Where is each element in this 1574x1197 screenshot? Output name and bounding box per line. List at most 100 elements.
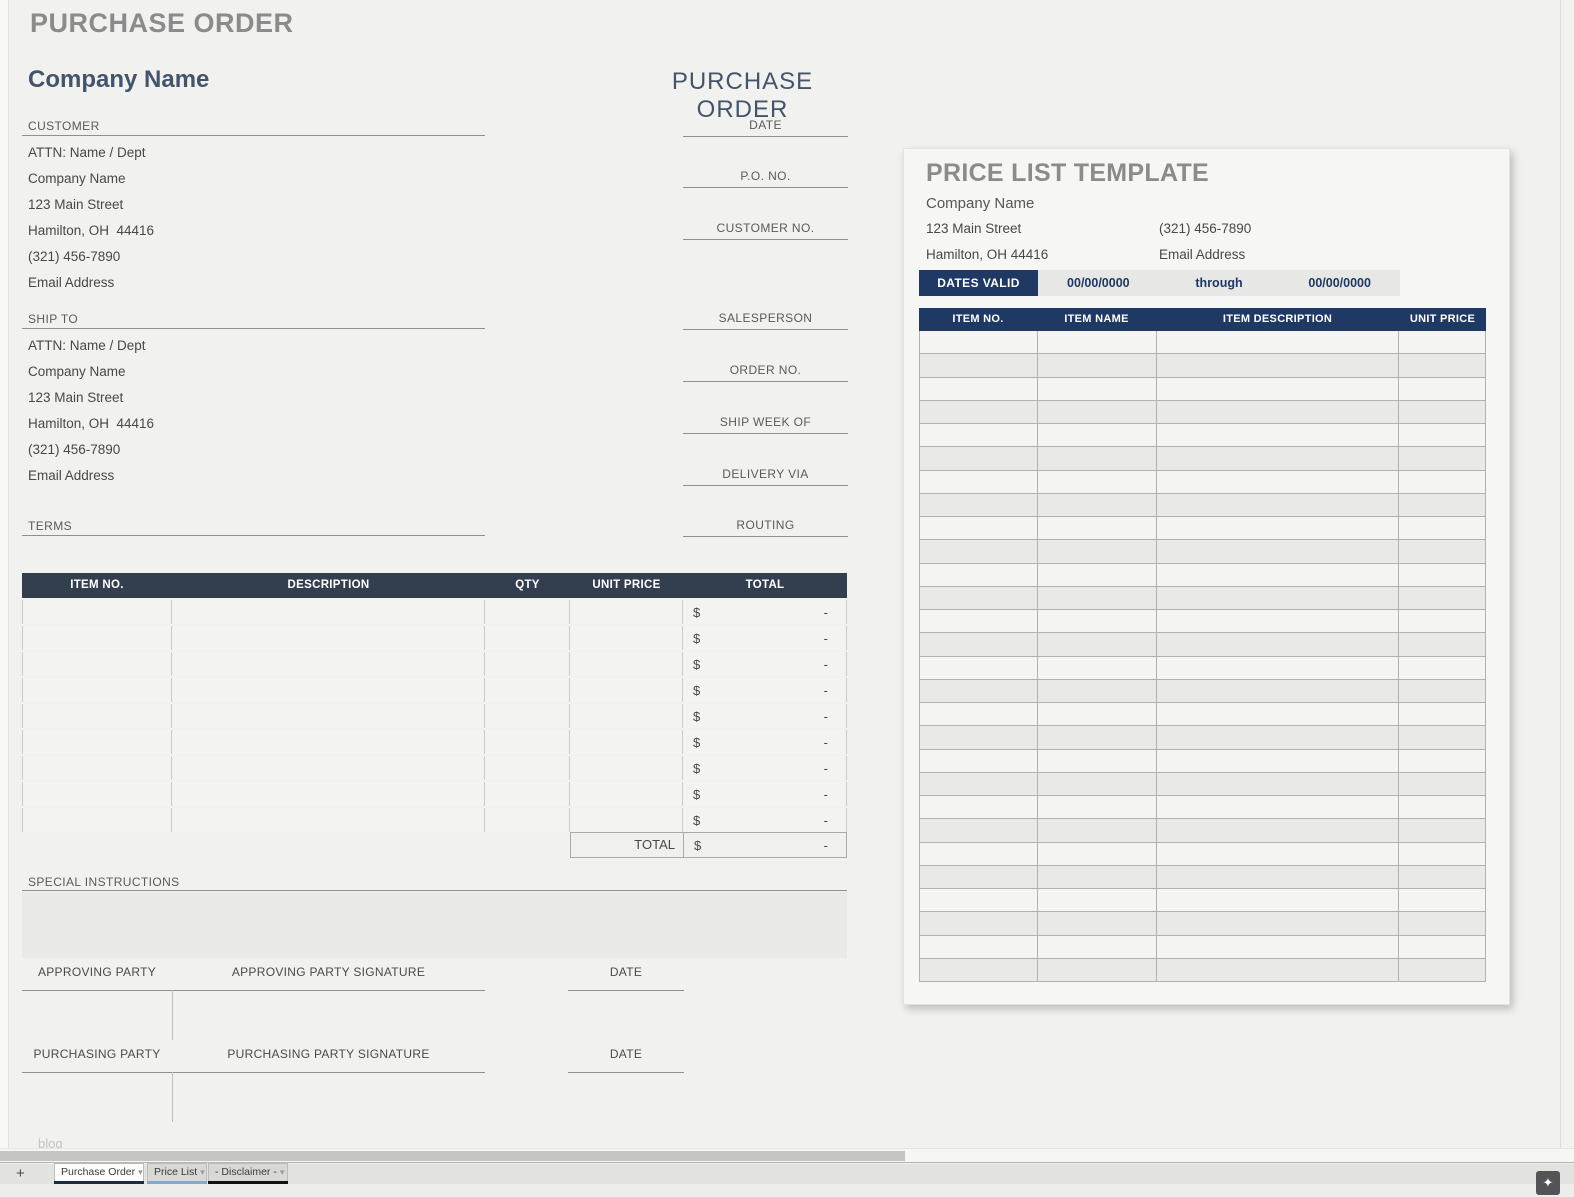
- price-list-cell[interactable]: [1157, 610, 1400, 633]
- price-list-cell[interactable]: [1038, 679, 1157, 702]
- items-cell[interactable]: [485, 730, 570, 754]
- price-list-cell[interactable]: [1157, 958, 1400, 981]
- price-list-cell[interactable]: [1038, 796, 1157, 819]
- price-list-cell[interactable]: [1038, 470, 1157, 493]
- items-cell[interactable]: [570, 678, 683, 702]
- price-list-cell[interactable]: [1157, 354, 1400, 377]
- price-list-cell[interactable]: [920, 540, 1038, 563]
- price-list-cell[interactable]: [920, 679, 1038, 702]
- items-total-cell[interactable]: $ -: [683, 730, 847, 754]
- price-list-cell[interactable]: [1399, 865, 1486, 888]
- price-list-cell[interactable]: [1399, 726, 1486, 749]
- customer-info-line[interactable]: Company Name: [28, 171, 126, 186]
- price-list-cell[interactable]: [920, 935, 1038, 958]
- po-company-name[interactable]: Company Name: [28, 66, 210, 93]
- price-list-cell[interactable]: [1399, 935, 1486, 958]
- items-total-cell[interactable]: $ -: [683, 600, 847, 624]
- price-list-cell[interactable]: [1038, 865, 1157, 888]
- price-list-cell[interactable]: [1038, 958, 1157, 981]
- items-cell[interactable]: [172, 808, 485, 832]
- price-list-cell[interactable]: [1157, 493, 1400, 516]
- signature-field-approving-party-signature[interactable]: [172, 990, 485, 991]
- price-list-cell[interactable]: [1157, 633, 1400, 656]
- items-total-cell[interactable]: $ -: [683, 782, 847, 806]
- customer-info-line[interactable]: Email Address: [28, 275, 115, 290]
- ship-to-info-line[interactable]: ATTN: Name / Dept: [28, 338, 146, 353]
- po-meta-field-order-no[interactable]: [683, 381, 848, 382]
- price-list-cell[interactable]: [920, 400, 1038, 423]
- special-instructions-box[interactable]: [22, 892, 847, 958]
- ship-to-info-line[interactable]: Hamilton, OH 44416: [28, 416, 155, 431]
- price-list-cell[interactable]: [1038, 540, 1157, 563]
- price-list-cell[interactable]: [1038, 842, 1157, 865]
- price-list-cell[interactable]: [1399, 400, 1486, 423]
- price-list-cell[interactable]: [1399, 540, 1486, 563]
- ship-to-info-line[interactable]: Email Address: [28, 468, 115, 483]
- price-list-cell[interactable]: [1038, 447, 1157, 470]
- items-cell[interactable]: [485, 756, 570, 780]
- price-list-cell[interactable]: [1399, 586, 1486, 609]
- price-list-cell[interactable]: [1157, 726, 1400, 749]
- price-list-cell[interactable]: [1399, 470, 1486, 493]
- add-sheet-icon[interactable]: +: [16, 1165, 25, 1182]
- tab-menu-caret-icon[interactable]: ▾: [200, 1166, 205, 1177]
- explore-button[interactable]: ✦: [1536, 1171, 1560, 1195]
- price-list-cell[interactable]: [1399, 772, 1486, 795]
- price-list-cell[interactable]: [920, 749, 1038, 772]
- items-cell[interactable]: [485, 600, 570, 624]
- items-cell[interactable]: [172, 652, 485, 676]
- items-cell[interactable]: [22, 626, 172, 650]
- price-list-cell[interactable]: [1399, 912, 1486, 935]
- price-list-cell[interactable]: [1038, 656, 1157, 679]
- items-cell[interactable]: [22, 652, 172, 676]
- price-list-cell[interactable]: [1157, 935, 1400, 958]
- price-list-cell[interactable]: [1038, 586, 1157, 609]
- price-list-cell[interactable]: [1038, 912, 1157, 935]
- price-list-cell[interactable]: [1399, 796, 1486, 819]
- price-list-cell[interactable]: [920, 726, 1038, 749]
- price-list-cell[interactable]: [1399, 493, 1486, 516]
- price-list-cell[interactable]: [1038, 424, 1157, 447]
- items-cell[interactable]: [485, 678, 570, 702]
- price-list-cell[interactable]: [1157, 772, 1400, 795]
- dates-valid-from[interactable]: 00/00/0000: [1067, 276, 1130, 290]
- items-cell[interactable]: [172, 730, 485, 754]
- price-list-cell[interactable]: [1038, 726, 1157, 749]
- items-cell[interactable]: [22, 808, 172, 832]
- price-list-cell[interactable]: [1399, 819, 1486, 842]
- items-cell[interactable]: [22, 704, 172, 728]
- price-list-cell[interactable]: [1157, 447, 1400, 470]
- items-total-cell[interactable]: $ -: [683, 652, 847, 676]
- customer-info-line[interactable]: 123 Main Street: [28, 197, 124, 212]
- sheet-tab-purchase-order[interactable]: Purchase Order ▾: [54, 1163, 144, 1184]
- price-list-cell[interactable]: [1399, 703, 1486, 726]
- price-list-cell[interactable]: [1399, 749, 1486, 772]
- price-list-cell[interactable]: [920, 354, 1038, 377]
- price-list-cell[interactable]: [920, 633, 1038, 656]
- price-list-cell[interactable]: [1038, 493, 1157, 516]
- price-list-cell[interactable]: [1157, 703, 1400, 726]
- price-list-cell[interactable]: [920, 819, 1038, 842]
- items-cell[interactable]: [485, 626, 570, 650]
- items-total-cell[interactable]: $ -: [683, 626, 847, 650]
- price-list-cell[interactable]: [1038, 819, 1157, 842]
- items-cell[interactable]: [570, 704, 683, 728]
- price-list-cell[interactable]: [1399, 424, 1486, 447]
- price-list-cell[interactable]: [1038, 935, 1157, 958]
- price-list-cell[interactable]: [1399, 610, 1486, 633]
- items-cell[interactable]: [485, 808, 570, 832]
- price-list-cell[interactable]: [920, 842, 1038, 865]
- po-meta-field-salesperson[interactable]: [683, 329, 848, 330]
- price-list-cell[interactable]: [1157, 377, 1400, 400]
- po-meta-field-routing[interactable]: [683, 536, 848, 537]
- price-list-cell[interactable]: [920, 889, 1038, 912]
- sheet-tab-price-list[interactable]: Price List ▾: [147, 1163, 207, 1184]
- price-list-cell[interactable]: [1038, 377, 1157, 400]
- price-list-cell[interactable]: [1157, 331, 1400, 354]
- po-meta-field-p-o-no[interactable]: [683, 187, 848, 188]
- signature-field-date[interactable]: [568, 1072, 684, 1073]
- price-list-cell[interactable]: [1399, 633, 1486, 656]
- price-list-cell[interactable]: [1399, 517, 1486, 540]
- signature-field-approving-party[interactable]: [22, 990, 172, 991]
- items-cell[interactable]: [570, 782, 683, 806]
